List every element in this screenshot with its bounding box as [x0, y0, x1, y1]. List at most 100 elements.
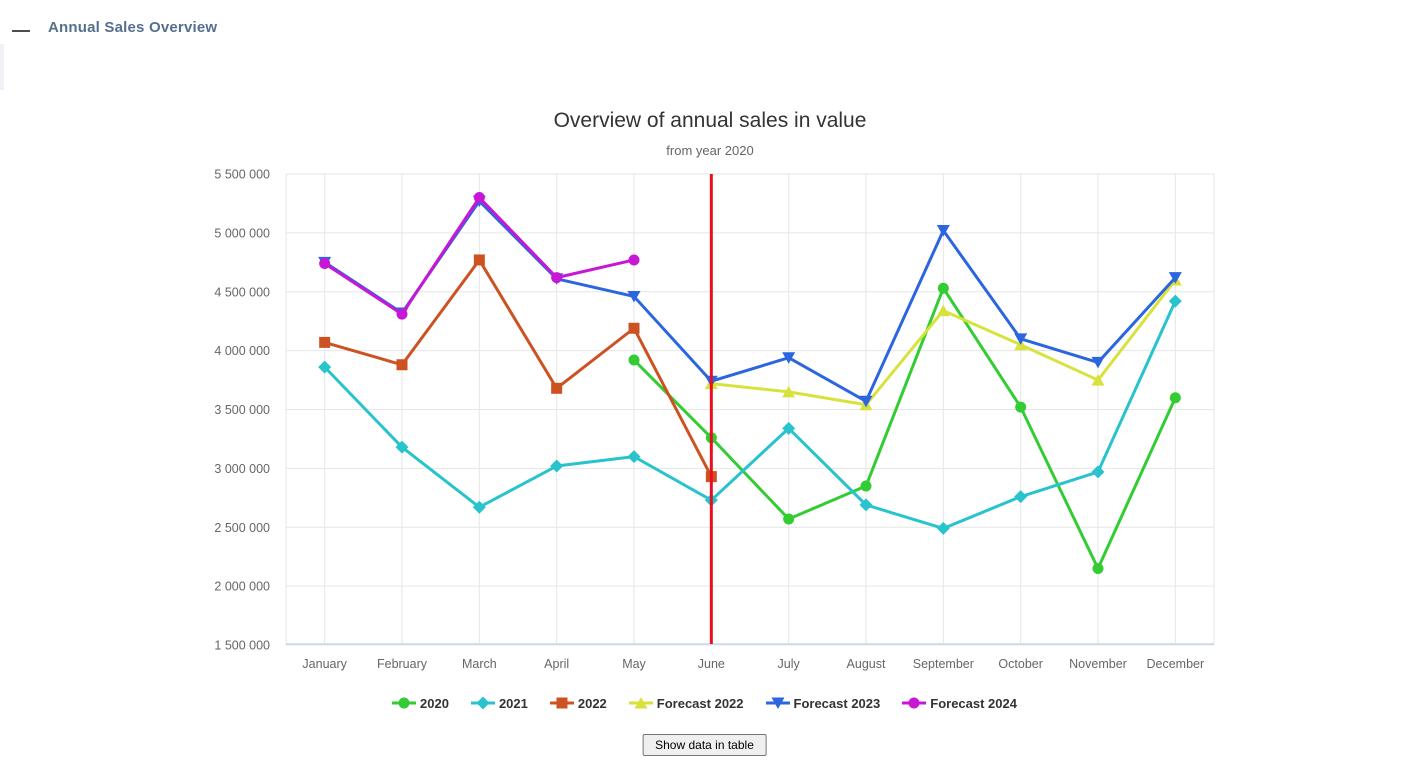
legend-marker-icon: [765, 697, 790, 709]
legend-item-2022[interactable]: 2022: [549, 695, 607, 711]
data-point[interactable]: [396, 308, 408, 320]
data-point[interactable]: [628, 254, 640, 266]
data-point[interactable]: [551, 272, 563, 284]
data-point[interactable]: [627, 290, 641, 303]
y-axis-label: 5 000 000: [214, 226, 270, 240]
legend-item-forecast-2024[interactable]: Forecast 2024: [902, 696, 1017, 711]
data-point[interactable]: [1168, 272, 1182, 284]
data-point[interactable]: [782, 385, 796, 398]
data-point[interactable]: [473, 192, 485, 204]
data-point[interactable]: [319, 257, 331, 269]
series-line[interactable]: [632, 286, 1177, 570]
data-point: [634, 697, 648, 709]
show-data-table-button[interactable]: Show data in table: [642, 734, 767, 756]
series-layer: [318, 192, 1182, 574]
series-line[interactable]: [323, 299, 1177, 530]
chart-legend: 2020 2021 2022 Forecast 2022 Forecast 2023 Fo…: [0, 692, 1409, 714]
legend-label: Forecast 2022: [656, 695, 744, 711]
chart-subtitle: from year 2020: [666, 143, 753, 158]
x-axis-label: July: [778, 657, 801, 671]
y-axis-label: 5 500 000: [214, 168, 270, 182]
series-2021: [318, 294, 1182, 535]
data-point[interactable]: [782, 421, 796, 435]
x-axis-label: June: [698, 657, 725, 671]
data-point[interactable]: [782, 352, 796, 364]
data-point: [771, 697, 785, 709]
data-point: [556, 697, 568, 709]
legend-marker-icon: [628, 697, 653, 709]
y-axis-label: 2 000 000: [214, 580, 270, 594]
data-point[interactable]: [936, 225, 950, 237]
x-axis-label: February: [377, 657, 428, 671]
data-point[interactable]: [318, 360, 332, 374]
data-point[interactable]: [1014, 333, 1028, 345]
data-point[interactable]: [1091, 374, 1105, 386]
data-point[interactable]: [472, 500, 486, 514]
data-point[interactable]: [627, 450, 641, 464]
legend-label: 2021: [498, 695, 528, 711]
data-point[interactable]: [628, 354, 640, 366]
y-axis-label: 3 500 000: [214, 403, 270, 417]
series-forecast-2024: [319, 192, 640, 320]
series-line[interactable]: [323, 199, 1177, 403]
data-point[interactable]: [1015, 401, 1027, 413]
y-axis-label: 4 000 000: [214, 344, 270, 358]
legend-label: 2022: [577, 695, 607, 711]
x-axis-label: May: [622, 657, 646, 671]
x-axis-label: November: [1069, 657, 1127, 671]
x-axis-label: January: [302, 657, 347, 671]
panel-title: Annual Sales Overview: [48, 19, 218, 36]
data-point[interactable]: [319, 336, 331, 348]
data-point[interactable]: [859, 498, 873, 512]
x-axis-label: March: [462, 657, 497, 671]
legend-marker-icon: [549, 697, 574, 709]
legend-label: Forecast 2024: [930, 695, 1017, 711]
data-point[interactable]: [628, 322, 640, 334]
data-point[interactable]: [1169, 392, 1181, 404]
data-point[interactable]: [937, 282, 949, 294]
legend-label: Forecast 2023: [793, 695, 881, 711]
data-point: [908, 697, 920, 709]
data-point[interactable]: [1091, 465, 1105, 479]
data-point[interactable]: [936, 304, 950, 317]
y-axis-label: 3 000 000: [214, 462, 270, 476]
data-point[interactable]: [860, 480, 872, 492]
x-axis-label: December: [1146, 657, 1204, 671]
axes: 1 500 000 2 000 000 2 500 000 3 000 000 3 50…: [214, 168, 1214, 671]
legend-item-2021[interactable]: 2021: [470, 695, 528, 711]
collapse-icon: [12, 29, 30, 32]
data-point[interactable]: [1168, 294, 1182, 308]
data-point: [398, 697, 410, 709]
series-line[interactable]: [323, 258, 713, 479]
data-point[interactable]: [936, 521, 950, 535]
data-point[interactable]: [783, 513, 795, 525]
data-point[interactable]: [1091, 356, 1105, 369]
chart-title: Overview of annual sales in value: [554, 109, 867, 132]
data-point[interactable]: [551, 382, 563, 394]
legend-item-2020[interactable]: 2020: [392, 696, 449, 711]
data-point[interactable]: [1014, 490, 1028, 504]
x-axis-label: October: [998, 657, 1042, 671]
legend-item-forecast-2022[interactable]: Forecast 2022: [628, 695, 744, 711]
y-axis-label: 1 500 000: [214, 639, 270, 653]
data-point[interactable]: [395, 440, 409, 454]
legend-marker-icon: [392, 697, 417, 709]
legend-marker-icon: [470, 696, 495, 710]
data-point[interactable]: [550, 459, 564, 473]
gridlines: [285, 173, 1215, 646]
series-2020: [628, 282, 1181, 574]
data-point[interactable]: [396, 359, 408, 371]
series-2022: [319, 254, 717, 483]
data-point[interactable]: [1092, 562, 1104, 574]
data-point[interactable]: [473, 254, 485, 266]
y-axis-label: 4 500 000: [214, 285, 270, 299]
legend-item-forecast-2023[interactable]: Forecast 2023: [765, 695, 881, 711]
legend-label: 2020: [420, 695, 449, 711]
collapse-button[interactable]: [12, 18, 34, 36]
y-axis-label: 2 500 000: [214, 521, 270, 535]
data-point: [476, 696, 490, 710]
panel-header: Annual Sales Overview: [0, 0, 1409, 44]
legend-marker-icon: [902, 697, 927, 709]
data-point[interactable]: [859, 395, 873, 408]
